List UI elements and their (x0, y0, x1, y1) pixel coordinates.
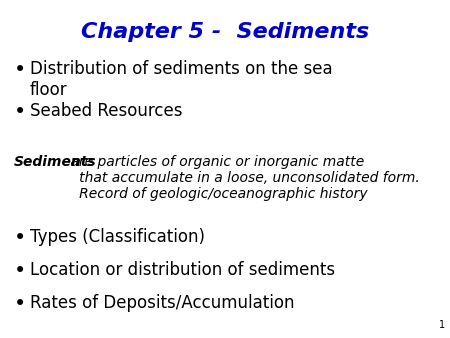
Text: •: • (14, 228, 26, 248)
Text: Rates of Deposits/Accumulation: Rates of Deposits/Accumulation (30, 294, 294, 312)
Text: •: • (14, 60, 26, 80)
Text: •: • (14, 261, 26, 281)
Text: •: • (14, 102, 26, 122)
Text: 1: 1 (439, 320, 445, 330)
Text: Sediments: Sediments (14, 155, 97, 169)
Text: Seabed Resources: Seabed Resources (30, 102, 183, 120)
Text: •: • (14, 294, 26, 314)
Text: Types (Classification): Types (Classification) (30, 228, 205, 246)
Text: Distribution of sediments on the sea
floor: Distribution of sediments on the sea flo… (30, 60, 333, 99)
Text: Location or distribution of sediments: Location or distribution of sediments (30, 261, 335, 279)
Text: Chapter 5 -  Sediments: Chapter 5 - Sediments (81, 22, 369, 42)
Text: are particles of organic or inorganic matte
   that accumulate in a loose, uncon: are particles of organic or inorganic ma… (66, 155, 420, 201)
